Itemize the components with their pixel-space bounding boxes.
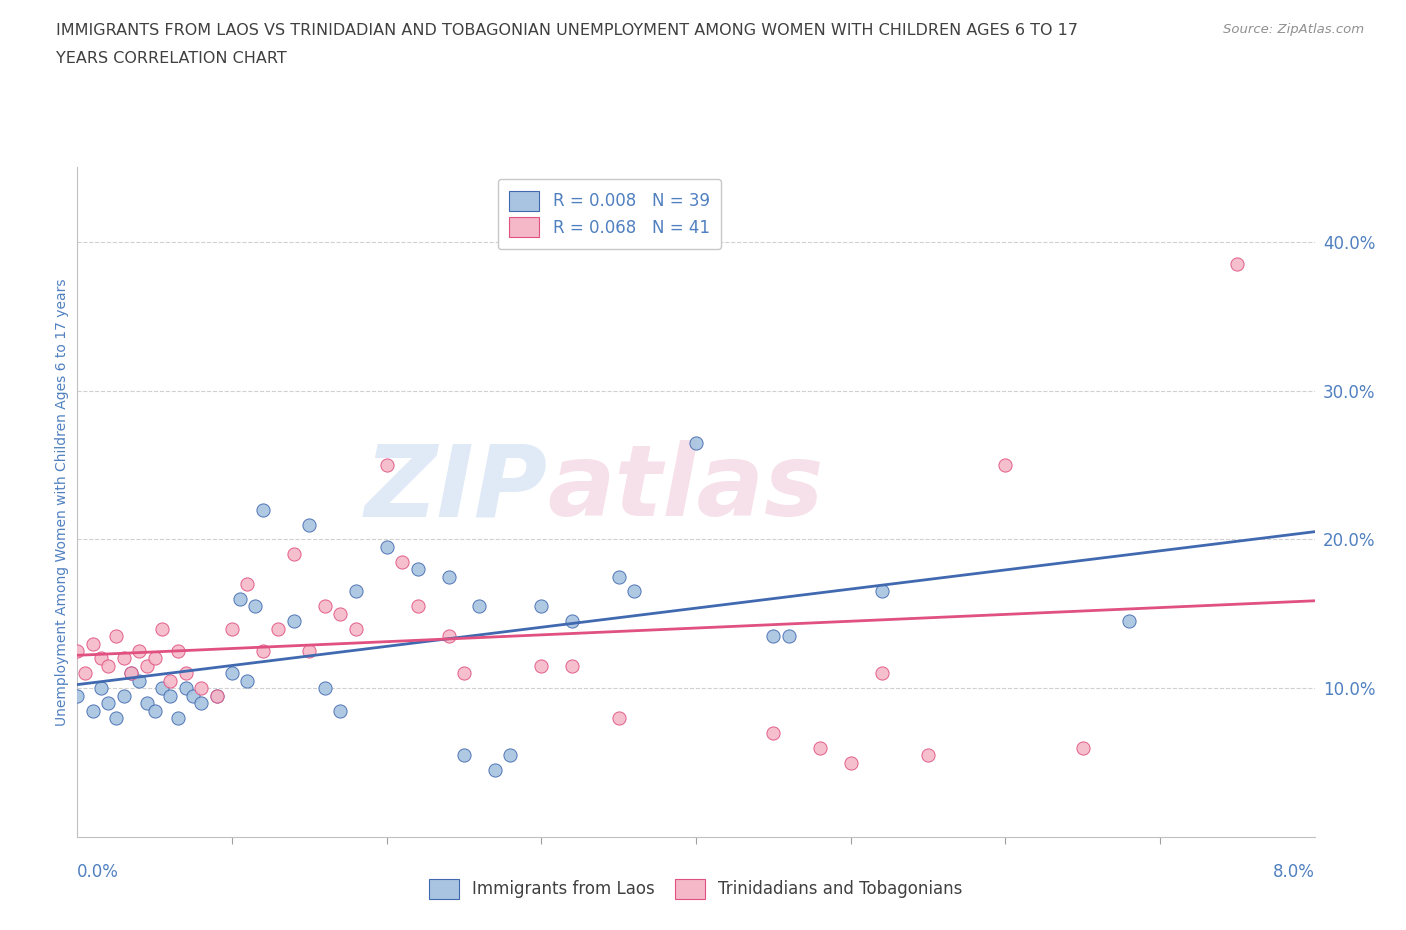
Point xyxy=(221,621,243,636)
Text: atlas: atlas xyxy=(547,440,824,538)
Point xyxy=(190,696,212,711)
Point xyxy=(344,584,367,599)
Legend: R = 0.008   N = 39, R = 0.068   N = 41: R = 0.008 N = 39, R = 0.068 N = 41 xyxy=(498,179,721,249)
Point xyxy=(375,458,398,472)
Point xyxy=(453,666,475,681)
Point xyxy=(778,629,800,644)
Point xyxy=(870,666,893,681)
Text: Source: ZipAtlas.com: Source: ZipAtlas.com xyxy=(1223,23,1364,36)
Point xyxy=(221,666,243,681)
Point xyxy=(808,740,831,755)
Point xyxy=(1118,614,1140,629)
Point xyxy=(437,569,460,584)
Point xyxy=(128,644,150,658)
Point xyxy=(607,569,630,584)
Point xyxy=(205,688,228,703)
Point xyxy=(112,688,135,703)
Point xyxy=(607,711,630,725)
Point xyxy=(159,688,181,703)
Point xyxy=(190,681,212,696)
Text: ZIP: ZIP xyxy=(364,440,547,538)
Point xyxy=(66,644,89,658)
Point xyxy=(252,644,274,658)
Point xyxy=(121,666,143,681)
Point xyxy=(267,621,290,636)
Point xyxy=(167,644,190,658)
Point xyxy=(623,584,645,599)
Y-axis label: Unemployment Among Women with Children Ages 6 to 17 years: Unemployment Among Women with Children A… xyxy=(55,278,69,726)
Point xyxy=(136,696,159,711)
Point xyxy=(561,658,583,673)
Point xyxy=(174,666,197,681)
Point xyxy=(530,599,553,614)
Point xyxy=(174,681,197,696)
Point xyxy=(994,458,1017,472)
Point xyxy=(530,658,553,673)
Text: 0.0%: 0.0% xyxy=(77,863,120,882)
Point xyxy=(90,651,111,666)
Point xyxy=(228,591,252,606)
Point xyxy=(329,606,352,621)
Point xyxy=(82,636,104,651)
Point xyxy=(136,658,159,673)
Text: IMMIGRANTS FROM LAOS VS TRINIDADIAN AND TOBAGONIAN UNEMPLOYMENT AMONG WOMEN WITH: IMMIGRANTS FROM LAOS VS TRINIDADIAN AND … xyxy=(56,23,1078,38)
Point xyxy=(391,554,413,569)
Text: YEARS CORRELATION CHART: YEARS CORRELATION CHART xyxy=(56,51,287,66)
Point xyxy=(406,562,429,577)
Point xyxy=(437,629,460,644)
Point xyxy=(762,629,785,644)
Point xyxy=(97,696,120,711)
Point xyxy=(236,673,259,688)
Point xyxy=(90,681,111,696)
Point xyxy=(298,644,321,658)
Point xyxy=(499,748,522,763)
Point xyxy=(183,688,205,703)
Point xyxy=(205,688,228,703)
Point xyxy=(375,539,398,554)
Point xyxy=(685,435,707,450)
Point xyxy=(329,703,352,718)
Point xyxy=(314,599,336,614)
Point xyxy=(245,599,267,614)
Point xyxy=(112,651,135,666)
Point xyxy=(128,673,150,688)
Point xyxy=(453,748,475,763)
Text: 8.0%: 8.0% xyxy=(1272,863,1315,882)
Point xyxy=(344,621,367,636)
Point xyxy=(167,711,190,725)
Point xyxy=(121,666,143,681)
Point xyxy=(484,763,506,777)
Point xyxy=(314,681,336,696)
Point xyxy=(252,502,274,517)
Point xyxy=(159,673,181,688)
Point xyxy=(1226,257,1249,272)
Point xyxy=(75,666,96,681)
Point xyxy=(105,629,127,644)
Point xyxy=(152,621,174,636)
Point xyxy=(283,614,305,629)
Point xyxy=(152,681,174,696)
Point xyxy=(762,725,785,740)
Point xyxy=(1071,740,1094,755)
Point xyxy=(143,651,166,666)
Point xyxy=(839,755,862,770)
Point xyxy=(66,688,89,703)
Point xyxy=(105,711,127,725)
Point xyxy=(406,599,429,614)
Point xyxy=(298,517,321,532)
Point xyxy=(561,614,583,629)
Point xyxy=(97,658,120,673)
Point xyxy=(870,584,893,599)
Point xyxy=(283,547,305,562)
Point xyxy=(917,748,939,763)
Point xyxy=(82,703,104,718)
Point xyxy=(236,577,259,591)
Point xyxy=(143,703,166,718)
Point xyxy=(468,599,491,614)
